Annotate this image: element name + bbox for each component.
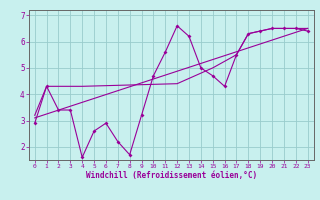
- X-axis label: Windchill (Refroidissement éolien,°C): Windchill (Refroidissement éolien,°C): [86, 171, 257, 180]
